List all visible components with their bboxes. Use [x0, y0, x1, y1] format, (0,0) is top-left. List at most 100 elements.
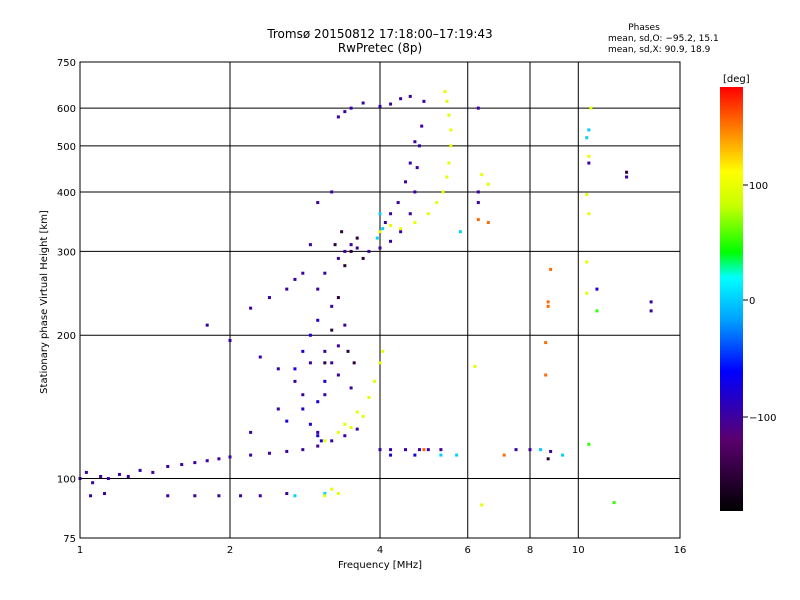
data-point [323, 349, 327, 353]
data-point [549, 267, 553, 271]
data-point [585, 291, 589, 295]
data-point [373, 379, 377, 383]
data-point [330, 304, 334, 308]
data-point [285, 419, 289, 423]
grid-lines [80, 62, 680, 538]
colorbar-ticks: 100 0 −100 [743, 181, 776, 424]
data-point [323, 379, 327, 383]
data-point [502, 453, 506, 457]
data-point [389, 102, 393, 106]
data-point [106, 477, 110, 481]
data-point [180, 463, 184, 467]
y-tick-label: 500 [57, 142, 76, 153]
colorbar-label: [deg] [723, 74, 750, 85]
data-point [399, 230, 403, 234]
x-tick-label: 10 [572, 545, 585, 556]
data-point [99, 474, 103, 478]
x-tick-label: 4 [377, 545, 383, 556]
data-point [166, 464, 170, 468]
data-point [336, 344, 340, 348]
colorbar-tick-label: 100 [749, 181, 768, 192]
data-point [413, 140, 417, 144]
data-point [625, 175, 629, 179]
data-point [217, 494, 221, 498]
colorbar-tick-label: 0 [749, 296, 755, 307]
data-point [399, 97, 403, 101]
data-point [439, 448, 443, 452]
data-point [546, 304, 550, 308]
phases-o-line: mean, sd,O: −95.2, 15.1 [608, 34, 719, 44]
x-tick-label: 16 [674, 545, 687, 556]
data-point [346, 349, 350, 353]
data-point [612, 501, 616, 505]
data-point [343, 434, 347, 438]
data-point [587, 442, 591, 446]
data-point [403, 448, 407, 452]
data-point [378, 448, 382, 452]
data-point [449, 144, 453, 148]
data-point [389, 448, 393, 452]
data-point [285, 287, 289, 291]
data-point [361, 256, 365, 260]
data-point [336, 296, 340, 300]
data-point [625, 170, 629, 174]
y-axis-label: Stationary phase Virtual Height [km] [39, 210, 50, 394]
data-point [205, 459, 209, 463]
y-tick-label: 300 [57, 247, 76, 258]
data-point [587, 212, 591, 216]
data-point [587, 154, 591, 158]
data-point [138, 468, 142, 472]
data-point [355, 236, 359, 240]
data-point [408, 161, 412, 165]
data-point [378, 212, 382, 216]
data-point [103, 492, 107, 496]
data-point [443, 90, 447, 94]
data-point [308, 361, 312, 365]
data-point [585, 260, 589, 264]
data-point [445, 175, 449, 179]
data-point [316, 430, 320, 434]
data-point [276, 367, 280, 371]
data-point [480, 503, 484, 507]
data-point [343, 264, 347, 268]
data-point [340, 230, 344, 234]
data-point [258, 355, 262, 359]
data-point [228, 455, 232, 459]
data-point [343, 422, 347, 426]
data-point [336, 430, 340, 434]
data-point [389, 224, 393, 228]
data-point [528, 448, 532, 452]
data-point [417, 144, 421, 148]
data-point [549, 449, 553, 453]
data-point [408, 212, 412, 216]
data-point [301, 271, 305, 275]
data-point [151, 470, 155, 474]
data-point [435, 201, 439, 205]
data-point [301, 407, 305, 411]
data-point [301, 393, 305, 397]
data-point [486, 182, 490, 186]
data-point [166, 494, 170, 498]
data-point [473, 364, 477, 368]
data-point [316, 318, 320, 322]
data-point [447, 113, 451, 117]
data-point [476, 201, 480, 205]
data-point [193, 461, 197, 465]
data-point [389, 239, 393, 243]
data-point [343, 323, 347, 327]
x-axis-ticks: 1 2 4 6 8 10 16 [77, 545, 687, 556]
data-point [323, 361, 327, 365]
data-point [267, 451, 271, 455]
data-point [361, 414, 365, 418]
data-point [476, 218, 480, 222]
data-point [378, 361, 382, 365]
data-point [293, 379, 297, 383]
data-point [276, 407, 280, 411]
data-point [422, 99, 426, 103]
data-point [323, 439, 327, 443]
data-point [217, 457, 221, 461]
colorbar-tick-label: −100 [749, 413, 776, 424]
data-point [258, 494, 262, 498]
data-point [308, 333, 312, 337]
data-point [249, 453, 253, 457]
